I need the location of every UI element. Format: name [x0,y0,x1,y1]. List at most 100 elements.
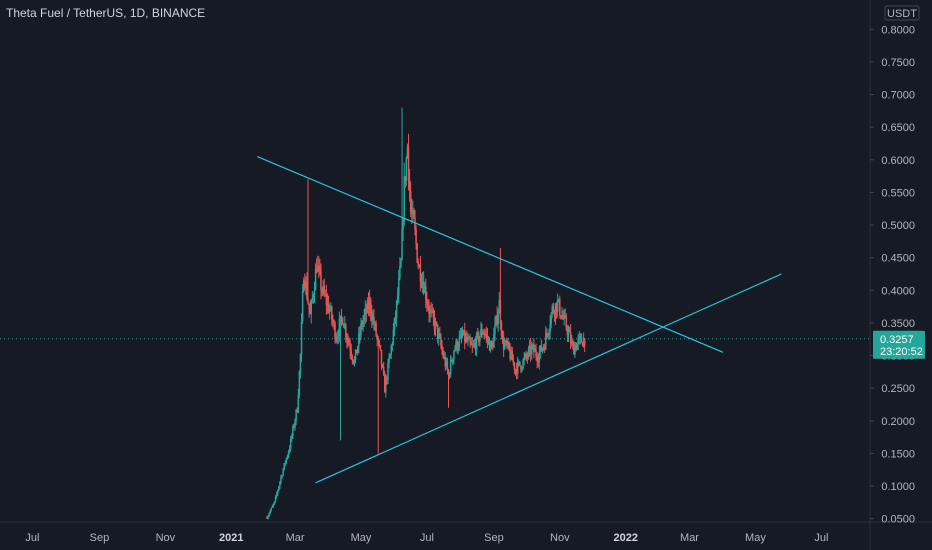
candle-body [583,338,586,347]
candle-body [279,481,281,487]
y-tick-label: 0.2500 [881,383,915,395]
candle-body [469,338,471,343]
candle-body [416,243,418,263]
candle-body [528,345,531,350]
candle-body [509,349,511,359]
candle-body [367,300,370,309]
y-tick-label: 0.5500 [881,187,915,199]
bar-countdown: 23:20:52 [880,346,923,358]
candle-body [422,281,425,293]
symbol-title[interactable]: Theta Fuel / TetherUS, 1D, BINANCE [6,6,206,20]
candle-body [448,374,451,376]
x-tick-label: 2021 [219,532,243,544]
candle-body [471,344,474,347]
candle-body [492,346,494,348]
plot-area[interactable] [266,107,586,520]
candle-body [267,516,269,519]
candle-body [498,299,501,314]
candle-body [321,289,323,293]
y-tick-label: 0.5000 [881,220,915,232]
candle-body [470,342,472,345]
candle-body [527,349,530,357]
y-tick-label: 0.2000 [881,416,915,428]
candle-body [275,493,278,497]
candle-body [392,330,395,344]
candle-body [520,365,522,370]
candle-body [423,286,426,293]
candle-body [532,344,534,347]
candle-body [582,338,585,347]
candle-body [429,309,431,315]
candle-body [474,343,477,351]
candle-body [560,315,562,319]
candle-body [452,359,454,362]
candle-body [472,344,475,347]
candle-body [326,302,329,305]
currency-badge[interactable] [884,5,920,21]
candle-body [386,377,388,380]
candle-body [395,300,398,318]
candle-body [482,332,484,335]
candle-body [377,338,380,341]
candle-body [378,340,381,346]
candle-body [426,300,428,304]
candle-body [281,475,283,477]
candle-body [446,361,449,370]
x-tick-label: Nov [156,532,176,544]
candle-body [439,333,441,338]
candle-body [287,451,290,456]
candle-body [355,349,358,354]
candle-body [332,319,334,323]
candle-body [514,369,517,371]
candle-body [356,346,359,354]
candle-body [342,324,345,328]
candle-body [327,302,330,313]
candle-body [283,463,285,470]
candle-body [340,315,343,319]
candle-body [404,176,407,181]
x-tick-label: May [745,532,766,544]
candle-body [413,210,415,219]
candle-body [577,338,579,344]
candle-body [506,340,508,345]
candle-body [537,360,539,363]
candle-body [445,361,448,367]
candle-body [519,361,521,366]
candle-body [536,356,538,361]
candle-body [415,229,417,244]
candle-body [476,332,479,335]
candle-body [485,334,488,336]
candle-body [296,409,298,413]
y-tick-label: 0.8000 [881,24,915,36]
candle-body [505,340,507,344]
candle-body [348,340,350,345]
candle-body [305,281,307,288]
candle-body [541,348,544,351]
candle-body [301,291,304,322]
candle-body [336,336,338,341]
candle-body [346,336,348,340]
candle-body [543,346,546,350]
y-tick-label: 0.4500 [881,253,915,265]
candle-body [323,286,325,294]
candle-body [530,346,533,355]
candle-body [540,345,543,351]
candle-body [546,333,548,335]
candle-body [526,356,529,358]
candle-body [358,333,360,347]
candle-body [516,361,519,374]
candle-body [562,316,564,319]
candle-body [507,342,509,345]
candle-body [479,336,481,342]
candle-body [483,332,485,334]
candle-body [490,341,493,347]
candle-body [309,308,311,315]
candle-body [314,268,317,291]
candle-body [294,420,296,427]
candle-body [555,303,558,312]
candle-body [335,338,337,341]
candle-body [554,303,557,316]
candle-body [337,336,340,338]
